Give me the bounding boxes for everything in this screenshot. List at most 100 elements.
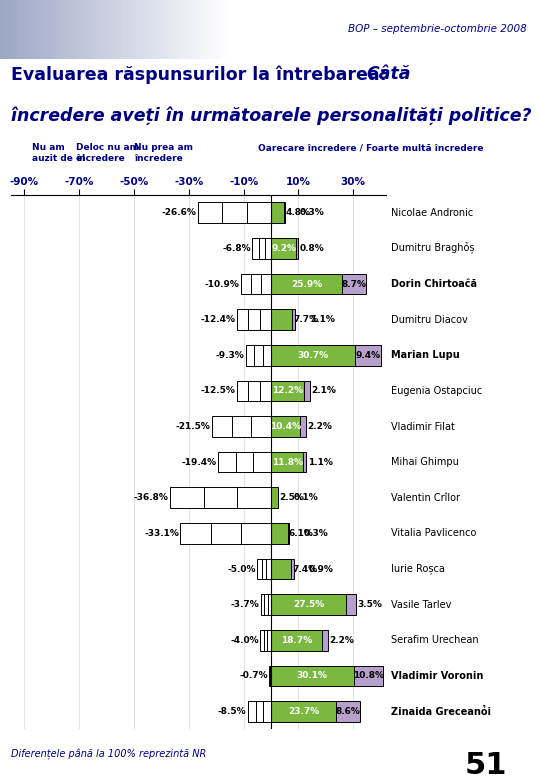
Text: Dorin Chirtoaĉă: Dorin Chirtoaĉă [391,279,477,289]
Text: -0.7%: -0.7% [239,672,268,680]
Bar [291,558,294,580]
Bar [104,0,109,58]
Text: -6.8%: -6.8% [222,244,251,253]
Bar [271,630,322,651]
Bar [59,0,64,58]
Bar [95,0,100,58]
Text: 12.2%: 12.2% [272,386,303,395]
Text: 23.7%: 23.7% [288,707,319,716]
Bar [180,523,271,544]
Bar [132,0,136,58]
Text: 2.2%: 2.2% [307,422,332,431]
Bar [68,0,72,58]
Bar [14,0,18,58]
Bar [145,0,150,58]
Text: Oarecare încredere / Foarte multă încredere: Oarecare încredere / Foarte multă încred… [258,144,483,152]
Bar [336,701,360,722]
Bar [72,0,77,58]
Text: 0.9%: 0.9% [309,565,334,573]
Text: 2.1%: 2.1% [312,386,336,395]
Text: Dumitru Braghỏș: Dumitru Braghỏș [391,243,474,254]
Bar [260,630,271,651]
Bar [159,0,163,58]
Bar [200,0,204,58]
Bar [252,238,271,259]
Text: 2.2%: 2.2% [329,636,355,645]
Bar [355,345,381,366]
Bar [154,0,159,58]
Text: -33.1%: -33.1% [144,529,179,538]
Bar [271,381,305,401]
Text: -12.5%: -12.5% [200,386,235,395]
Text: Iurie Roșca: Iurie Roșca [391,564,444,574]
Text: Mihai Ghimpu: Mihai Ghimpu [391,457,458,467]
Text: 1.1%: 1.1% [310,315,335,324]
Text: Serafim Urechean: Serafim Urechean [391,635,478,645]
Text: Nu am
auzit de el: Nu am auzit de el [32,144,85,162]
Bar [64,0,68,58]
Bar [271,203,284,223]
Bar [271,665,354,686]
Bar [354,665,383,686]
Bar [300,417,306,437]
Text: -19.4%: -19.4% [181,458,217,466]
Bar [177,0,181,58]
Bar [271,238,296,259]
Text: -21.5%: -21.5% [176,422,211,431]
Bar [140,0,145,58]
Bar [123,0,127,58]
Text: Marian Lupu: Marian Lupu [391,350,460,360]
Bar [342,274,366,294]
Bar [181,0,186,58]
Bar [168,0,172,58]
Bar [113,0,118,58]
Text: 8.6%: 8.6% [335,707,360,716]
Bar [0,0,4,58]
Text: 6.1%: 6.1% [289,529,314,538]
Bar [27,0,32,58]
Text: 0.8%: 0.8% [300,244,325,253]
Text: Nu prea am
încredere: Nu prea am încredere [134,144,193,162]
Text: 1.1%: 1.1% [308,458,333,466]
Bar [237,310,271,330]
Bar [271,701,336,722]
Text: Vladimir Filat: Vladimir Filat [391,421,455,431]
Text: 0.1%: 0.1% [293,493,318,502]
Bar [36,0,41,58]
Bar [292,310,295,330]
Text: -5.0%: -5.0% [227,565,256,573]
Text: -3.7%: -3.7% [231,600,260,609]
Bar [261,594,271,615]
Text: 51: 51 [465,751,507,780]
Bar [23,0,27,58]
Bar [271,558,291,580]
Bar [271,594,346,615]
Bar [50,0,55,58]
Text: Câtă: Câtă [366,65,410,83]
Text: Zinaida Greceanỏi: Zinaida Greceanỏi [391,707,491,717]
Bar [198,203,271,223]
Text: 25.9%: 25.9% [291,279,322,289]
Text: -9.3%: -9.3% [215,351,244,360]
Text: 27.5%: 27.5% [293,600,325,609]
Text: Evaluarea răspunsurilor la întrebarea:: Evaluarea răspunsurilor la întrebarea: [11,65,393,83]
Text: Vladimir Voronin: Vladimir Voronin [391,671,483,681]
Text: 30.7%: 30.7% [298,351,329,360]
Bar [305,381,310,401]
Bar [55,0,59,58]
Text: 3.5%: 3.5% [357,600,382,609]
Text: Dumitru Diacov: Dumitru Diacov [391,314,468,324]
Bar [118,0,123,58]
Text: 0.3%: 0.3% [300,208,325,218]
Bar [109,0,113,58]
Text: -10.9%: -10.9% [205,279,240,289]
Text: 7.7%: 7.7% [293,315,319,324]
Text: 30.1%: 30.1% [297,672,328,680]
Text: Vitalia Pavlicenco: Vitalia Pavlicenco [391,528,476,538]
Bar [9,0,14,58]
Text: Vasile Tarlev: Vasile Tarlev [391,600,451,610]
Bar [258,558,271,580]
Bar [222,0,227,58]
Bar [296,238,299,259]
Text: 8.7%: 8.7% [341,279,367,289]
